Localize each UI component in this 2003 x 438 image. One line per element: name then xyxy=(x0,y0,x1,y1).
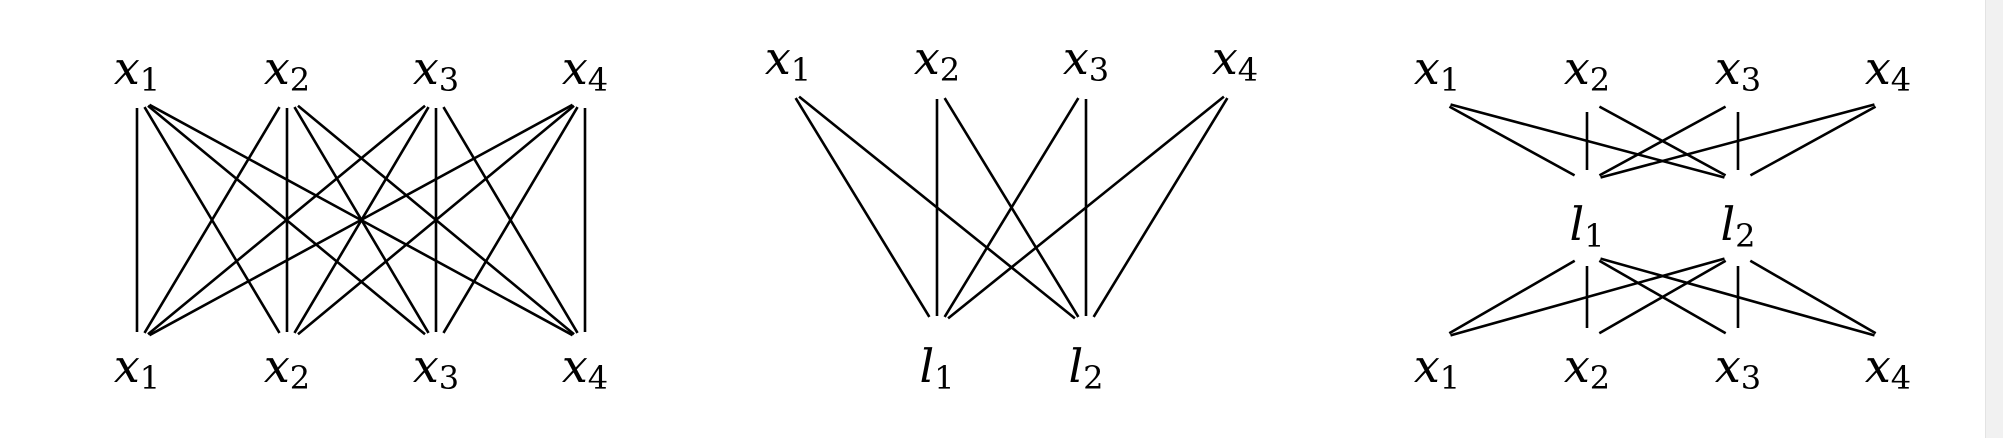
top-node-2-base: x xyxy=(264,41,290,95)
bottom-node-2-subscript: 2 xyxy=(1590,359,1610,397)
top-node-4-base: x xyxy=(1865,41,1891,95)
top-node-1-subscript: 1 xyxy=(140,61,160,99)
bottom-node-3: x3 xyxy=(413,339,459,397)
bottom-node-3-subscript: 3 xyxy=(439,359,459,397)
top-node-4: x4 xyxy=(1865,41,1911,99)
edge-t3-b2 xyxy=(442,106,579,334)
middle-node-1: l1 xyxy=(1569,197,1604,255)
bottom-node-3: x3 xyxy=(1715,339,1761,397)
top-node-4-subscript: 4 xyxy=(1891,61,1911,99)
edge-t3-b0 xyxy=(148,103,574,337)
top-node-1-subscript: 1 xyxy=(1440,61,1460,99)
bottom-node-3-base: x xyxy=(1715,339,1741,393)
top-node-4-subscript: 4 xyxy=(1238,51,1258,89)
edge-t0-b0 xyxy=(794,97,931,318)
top-node-4: x4 xyxy=(562,41,608,99)
edge-m1-b3 xyxy=(1749,259,1877,335)
bottom-node-2-base: x xyxy=(264,339,290,393)
vertical-scrollbar[interactable] xyxy=(1985,0,2003,438)
bottom-node-3-base: x xyxy=(413,339,439,393)
top-node-2-base: x xyxy=(914,31,940,85)
middle-node-1-base: l xyxy=(1569,197,1584,251)
top-node-3-subscript: 3 xyxy=(1741,61,1761,99)
bottom-node-1: x1 xyxy=(114,339,160,397)
top-node-1-base: x xyxy=(1414,41,1440,95)
top-node-2: x2 xyxy=(264,41,310,99)
edge-t2-b0 xyxy=(147,104,426,336)
bottom-node-1-subscript: 1 xyxy=(934,359,954,397)
top-node-1: x1 xyxy=(765,31,811,89)
bottom-node-1-subscript: 1 xyxy=(140,359,160,397)
top-node-1-subscript: 1 xyxy=(791,51,811,89)
bottom-node-2: x2 xyxy=(264,339,310,397)
bottom-node-4: x4 xyxy=(562,339,608,397)
edge-t2-b0 xyxy=(943,97,1080,318)
edge-t1-b0 xyxy=(143,106,281,334)
bottom-node-4-base: x xyxy=(1865,339,1891,393)
middle-node-2: l2 xyxy=(1720,197,1755,255)
top-node-3: x3 xyxy=(1063,31,1109,89)
bottom-node-4-subscript: 4 xyxy=(1891,359,1911,397)
bottom-node-2-subscript: 2 xyxy=(290,359,310,397)
edge-m0-b0 xyxy=(1448,259,1576,335)
top-node-3-subscript: 3 xyxy=(439,61,459,99)
bottom-node-2: x2 xyxy=(1564,339,1610,397)
bottom-node-4-subscript: 4 xyxy=(588,359,608,397)
middle-node-2-subscript: 2 xyxy=(1735,217,1755,255)
bottom-node-1-base: x xyxy=(114,339,140,393)
edge-m1-b0 xyxy=(1450,257,1725,337)
top-node-1: x1 xyxy=(1414,41,1460,99)
bottom-node-4: x4 xyxy=(1865,339,1911,397)
bottom-node-1-base: x xyxy=(1414,339,1440,393)
top-node-3: x3 xyxy=(1715,41,1761,99)
edge-m1-b1 xyxy=(1598,259,1727,335)
top-node-1-base: x xyxy=(765,31,791,85)
edge-t0-m0 xyxy=(1448,105,1576,177)
top-node-2-base: x xyxy=(1564,41,1590,95)
bottom-node-2-base: x xyxy=(1564,339,1590,393)
bottom-node-4-base: x xyxy=(562,339,588,393)
top-node-2-subscript: 2 xyxy=(290,61,310,99)
top-node-4: x4 xyxy=(1212,31,1258,89)
top-node-4-base: x xyxy=(562,41,588,95)
bottom-node-2: l2 xyxy=(1068,339,1103,397)
top-node-3-base: x xyxy=(1063,31,1089,85)
top-node-2-subscript: 2 xyxy=(1590,61,1610,99)
top-node-3-base: x xyxy=(1715,41,1741,95)
top-node-3: x3 xyxy=(413,41,459,99)
bottom-node-2-base: l xyxy=(1068,339,1083,393)
middle-node-2-base: l xyxy=(1720,197,1735,251)
top-node-1-base: x xyxy=(114,41,140,95)
bottom-node-1-base: l xyxy=(919,339,934,393)
edge-t3-b1 xyxy=(1092,97,1229,318)
top-node-2-subscript: 2 xyxy=(940,51,960,89)
edge-t3-b0 xyxy=(947,95,1225,320)
top-node-3-base: x xyxy=(413,41,439,95)
bottom-node-1-subscript: 1 xyxy=(1440,359,1460,397)
top-node-4-subscript: 4 xyxy=(588,61,608,99)
bottom-node-1: x1 xyxy=(1414,339,1460,397)
bottom-node-3-subscript: 3 xyxy=(1741,359,1761,397)
edge-t3-m1 xyxy=(1749,105,1877,177)
top-node-1: x1 xyxy=(114,41,160,99)
top-node-2: x2 xyxy=(914,31,960,89)
bottom-node-2-subscript: 2 xyxy=(1083,359,1103,397)
top-node-4-base: x xyxy=(1212,31,1238,85)
edge-t2-m0 xyxy=(1598,105,1727,177)
edge-t3-m0 xyxy=(1600,103,1875,179)
edge-t3-b1 xyxy=(297,104,575,336)
middle-node-1-subscript: 1 xyxy=(1584,217,1604,255)
bottom-node-1: l1 xyxy=(919,339,954,397)
top-node-2: x2 xyxy=(1564,41,1610,99)
top-node-3-subscript: 3 xyxy=(1089,51,1109,89)
